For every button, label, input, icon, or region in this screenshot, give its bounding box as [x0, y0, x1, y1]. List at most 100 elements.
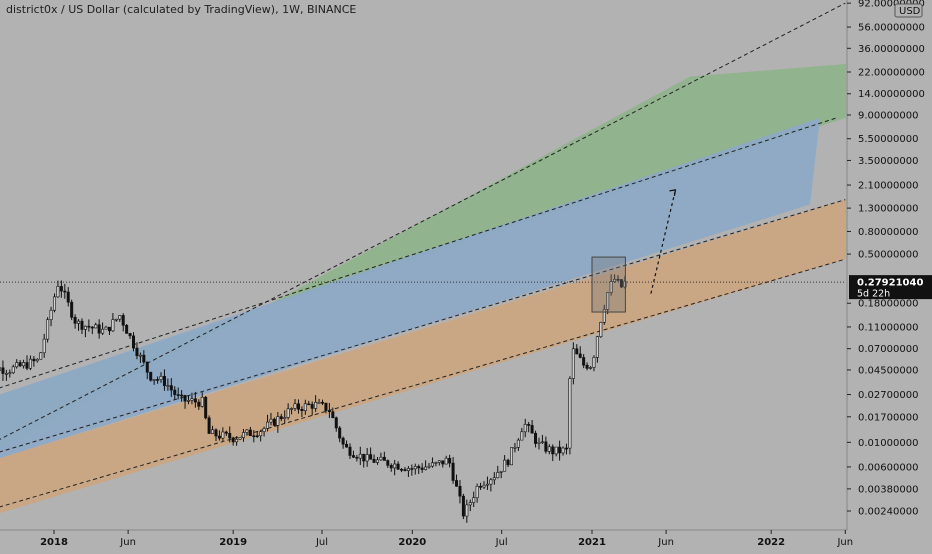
- candle-body: [595, 336, 599, 358]
- candle: [183, 394, 187, 409]
- price-tick-label: 0.07000000: [858, 344, 918, 355]
- candle-body: [592, 357, 596, 368]
- candle-body: [362, 453, 366, 462]
- candle-body: [434, 462, 438, 464]
- candle: [101, 322, 105, 335]
- candle-body: [341, 437, 345, 445]
- highlight-box: [591, 256, 626, 313]
- candle-body: [111, 319, 115, 332]
- candle: [15, 359, 19, 369]
- candle: [224, 430, 228, 436]
- candle: [475, 483, 479, 503]
- candle: [410, 464, 414, 476]
- candle: [400, 468, 404, 473]
- candle: [544, 436, 548, 454]
- candle-body: [132, 335, 136, 349]
- candle: [128, 332, 132, 339]
- candle-body: [568, 378, 572, 449]
- candle-body: [173, 389, 177, 395]
- candle-body: [499, 470, 503, 473]
- candle-body: [180, 394, 184, 397]
- time-tick-label: Jun: [657, 537, 674, 548]
- candle: [135, 342, 139, 360]
- candle: [200, 392, 204, 408]
- candle: [221, 427, 225, 442]
- candle: [334, 416, 338, 432]
- chart-title: district0x / US Dollar (calculated by Tr…: [6, 3, 357, 16]
- time-tick-label: 2022: [757, 537, 785, 548]
- candle: [616, 275, 620, 282]
- candle-body: [509, 447, 513, 466]
- candle-body: [355, 456, 359, 459]
- candle-body: [616, 278, 620, 281]
- candle: [118, 314, 122, 322]
- candle-body: [410, 468, 414, 470]
- candle: [455, 474, 459, 487]
- price-tick-label: 3.50000000: [858, 156, 918, 167]
- candle-body: [97, 324, 101, 334]
- candle: [461, 493, 465, 520]
- candle: [245, 429, 249, 436]
- candle: [485, 476, 489, 491]
- candle: [255, 431, 259, 438]
- candle-body: [187, 400, 191, 402]
- candle: [382, 451, 386, 461]
- candle-body: [252, 435, 256, 438]
- candle-body: [582, 357, 586, 366]
- candle-body: [485, 483, 489, 486]
- price-axis-bg: [847, 0, 932, 530]
- candle: [241, 428, 245, 442]
- candle-body: [214, 429, 218, 437]
- candle: [166, 378, 170, 391]
- candle-body: [479, 485, 483, 488]
- candle: [317, 398, 321, 404]
- candle: [516, 438, 520, 451]
- candle-body: [0, 367, 2, 371]
- candle: [269, 412, 273, 426]
- candle: [156, 376, 160, 384]
- candle-body: [49, 309, 53, 320]
- price-tick-label: 0.11000000: [858, 322, 918, 333]
- candle: [327, 403, 331, 419]
- candle-body: [358, 453, 362, 459]
- time-tick-label: Jul: [315, 537, 328, 548]
- candle-body: [324, 402, 328, 411]
- candle: [152, 379, 156, 385]
- candle-body: [176, 394, 180, 396]
- price-tick-label: 56.00000000: [858, 23, 925, 34]
- candle-body: [56, 286, 60, 298]
- candle-body: [492, 477, 496, 481]
- candle-body: [231, 437, 235, 443]
- candle-body: [558, 446, 562, 454]
- candle: [558, 440, 562, 461]
- candle: [32, 356, 36, 367]
- candle-body: [619, 279, 623, 288]
- candle: [77, 319, 81, 331]
- green-band: [0, 63, 846, 451]
- candle-body: [8, 372, 12, 375]
- candle-body: [427, 465, 431, 468]
- candle: [396, 461, 400, 470]
- time-tick-label: 2021: [578, 537, 606, 548]
- candle-body: [554, 446, 558, 455]
- candle: [211, 425, 215, 434]
- candle: [125, 324, 129, 334]
- candle-body: [162, 376, 166, 386]
- price-tick-label: 0.01000000: [858, 438, 918, 449]
- candle-body: [77, 320, 81, 324]
- candle: [441, 460, 445, 468]
- candle: [427, 462, 431, 469]
- candle: [228, 426, 232, 443]
- candle: [52, 293, 56, 313]
- candle-body: [94, 324, 98, 329]
- candle: [279, 413, 283, 422]
- candle-body: [544, 441, 548, 452]
- trendlines-layer: [0, 2, 846, 508]
- candle: [42, 333, 46, 358]
- candle: [190, 392, 194, 405]
- candle: [321, 399, 325, 406]
- candle-body: [52, 296, 56, 311]
- price-tick-label: 0.00240000: [858, 507, 918, 518]
